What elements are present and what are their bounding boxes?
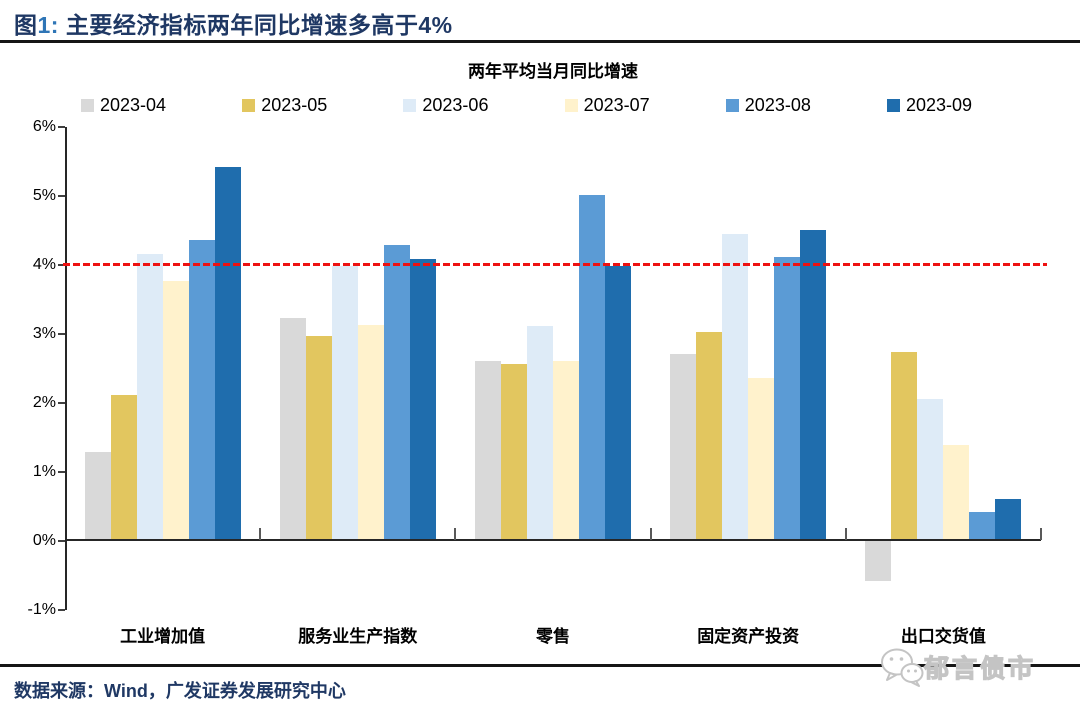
- bar-2023-06-出口交货值: [917, 398, 944, 540]
- category-label-零售: 零售: [536, 627, 570, 646]
- y-axis-tick: [58, 264, 65, 266]
- legend-item-2023-05: 2023-05: [242, 95, 327, 116]
- y-axis-label: 6%: [32, 118, 56, 135]
- bar-2023-07-工业增加值: [162, 281, 189, 540]
- legend-swatch-2023-07: [564, 99, 578, 112]
- legend-swatch-2023-04: [81, 99, 94, 112]
- legend-swatch-2023-06: [403, 99, 417, 112]
- bar-2023-05-出口交货值: [891, 352, 918, 540]
- bar-2023-07-出口交货值: [943, 445, 970, 540]
- legend: 2023-04 2023-05 2023-06 2023-07 2023-08 2023-…: [0, 95, 1080, 119]
- y-axis-label: 3%: [32, 325, 56, 342]
- y-axis-tick: [58, 333, 65, 335]
- bar-2023-05-固定资产投资: [696, 331, 723, 540]
- y-axis-label: -1%: [27, 601, 56, 618]
- bar-2023-04-服务业生产指数: [279, 317, 306, 540]
- legend-label: 2023-07: [583, 95, 650, 115]
- category-label-固定资产投资: 固定资产投资: [697, 627, 800, 646]
- y-axis-tick: [58, 609, 65, 611]
- bar-2023-06-零售: [527, 326, 553, 540]
- y-axis-tick: [58, 540, 65, 542]
- legend-label: 2023-05: [261, 95, 328, 115]
- bar-2023-04-零售: [475, 360, 501, 540]
- category-label-出口交货值: 出口交货值: [900, 627, 986, 646]
- legend-item-2023-09: 2023-09: [887, 95, 972, 116]
- legend-swatch-2023-08: [725, 99, 739, 112]
- category-label-工业增加值: 工业增加值: [120, 627, 206, 646]
- y-axis-label: 5%: [32, 187, 56, 204]
- bar-2023-04-工业增加值: [84, 452, 111, 540]
- bar-2023-06-服务业生产指数: [331, 266, 358, 540]
- bar-2023-05-零售: [501, 364, 527, 540]
- category-label-服务业生产指数: 服务业生产指数: [298, 627, 418, 646]
- legend-swatch-2023-09: [887, 99, 900, 112]
- legend-item-2023-08: 2023-08: [725, 95, 811, 116]
- y-axis-label: 4%: [32, 256, 56, 273]
- figure-title-text: 主要经济指标两年同比增速多高于4%: [58, 12, 453, 38]
- x-axis-tick: [1040, 528, 1042, 540]
- y-axis-tick: [58, 402, 65, 404]
- bar-2023-05-服务业生产指数: [305, 336, 332, 540]
- x-axis-tick: [454, 528, 457, 540]
- x-axis-tick: [649, 528, 652, 540]
- y-axis-line: [65, 127, 67, 610]
- bar-2023-08-零售: [579, 195, 605, 540]
- source-note: 数据来源：Wind，广发证券发展研究中心: [14, 681, 346, 701]
- bar-2023-07-服务业生产指数: [357, 324, 384, 540]
- legend-item-2023-07: 2023-07: [564, 95, 650, 116]
- y-axis-tick: [58, 195, 65, 197]
- y-axis-label: 1%: [32, 463, 56, 480]
- watermark-text: 郁言债市: [923, 654, 1037, 683]
- bar-2023-06-工业增加值: [136, 253, 163, 540]
- bar-2023-08-固定资产投资: [774, 257, 801, 540]
- chart-title: 两年平均当月同比增速: [468, 62, 638, 81]
- x-axis-tick: [844, 528, 847, 540]
- legend-label: 2023-08: [744, 95, 811, 115]
- bar-2023-04-出口交货值: [865, 540, 892, 582]
- bar-2023-08-工业增加值: [188, 239, 215, 540]
- bar-2023-07-固定资产投资: [748, 377, 775, 540]
- x-axis-tick: [259, 528, 262, 540]
- y-axis-label: 2%: [32, 394, 56, 411]
- watermark: 郁言债市: [880, 647, 1036, 687]
- plot-area: [58, 126, 1047, 611]
- title-divider: [0, 40, 1080, 43]
- bar-2023-04-固定资产投资: [670, 353, 697, 540]
- legend-item-2023-04: 2023-04: [81, 95, 166, 116]
- bar-2023-09-工业增加值: [214, 167, 241, 540]
- reference-line-4pct: [63, 263, 1047, 266]
- figure-label: 图: [14, 12, 38, 38]
- legend-label: 2023-04: [100, 95, 167, 115]
- bar-2023-09-零售: [605, 266, 631, 540]
- wechat-icon: [881, 648, 924, 687]
- legend-swatch-2023-05: [242, 99, 256, 112]
- figure-number: 1:: [37, 12, 59, 38]
- y-axis-label: 0%: [32, 532, 56, 549]
- bar-2023-08-出口交货值: [969, 512, 996, 540]
- bar-2023-06-固定资产投资: [722, 234, 749, 540]
- bar-2023-05-工业增加值: [110, 395, 137, 540]
- x-axis-baseline: [65, 539, 1041, 541]
- bar-2023-09-出口交货值: [995, 498, 1022, 540]
- y-axis-tick: [58, 126, 65, 128]
- legend-item-2023-06: 2023-06: [403, 95, 488, 116]
- bar-2023-08-服务业生产指数: [383, 245, 410, 540]
- bar-2023-09-服务业生产指数: [409, 259, 436, 540]
- legend-label: 2023-09: [906, 95, 973, 115]
- y-axis-tick: [58, 471, 65, 473]
- bar-2023-07-零售: [553, 360, 579, 540]
- figure-title: 图1: 主要经济指标两年同比增速多高于4%: [14, 6, 453, 40]
- footer-divider: [0, 664, 1080, 667]
- bar-2023-09-固定资产投资: [800, 229, 827, 540]
- legend-label: 2023-06: [422, 95, 489, 115]
